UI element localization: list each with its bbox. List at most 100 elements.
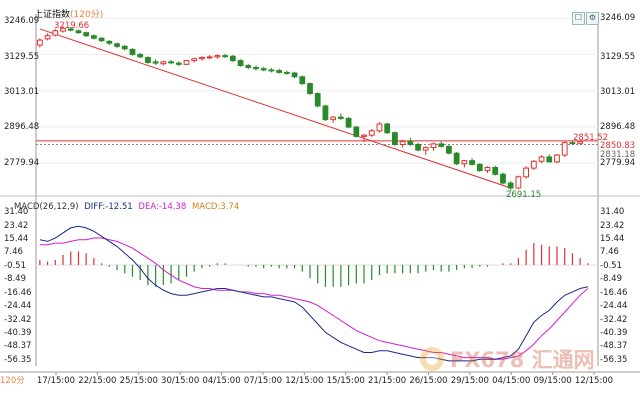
candle-body	[399, 140, 406, 145]
x-tick-label: 04/15:00	[492, 376, 531, 386]
candle-body	[345, 117, 352, 128]
candle-body	[407, 140, 414, 145]
x-tick-label: 09/15:00	[533, 376, 572, 386]
candle-body	[253, 66, 259, 70]
candle-body	[368, 130, 375, 136]
macd-y-tick-left: 7.46	[4, 247, 23, 258]
x-tick-label: 04/15:00	[202, 376, 241, 386]
candle-body	[175, 62, 182, 65]
candle-body	[384, 123, 391, 134]
candle-body	[337, 116, 344, 119]
macd-y-tick-left: -24.44	[4, 301, 32, 312]
resistance-price-label: 2851.52	[573, 133, 609, 143]
y-tick-right: 3013.01	[600, 87, 636, 97]
candle-body	[191, 58, 198, 62]
y-tick-left: 3129.55	[4, 52, 40, 62]
expand-icon[interactable]: ☐	[572, 12, 585, 25]
candle-body	[222, 55, 228, 58]
y-tick-right: 3129.55	[600, 52, 636, 62]
candle-body	[577, 140, 584, 144]
x-tick-label: 21/15:00	[367, 376, 407, 386]
settings-icon[interactable]: ⚙	[586, 12, 599, 25]
y-tick-left: 2896.48	[4, 122, 40, 132]
macd-y-tick-left: -56.35	[4, 354, 32, 365]
candle-body	[137, 53, 144, 58]
macd-legend-macd: MACD:3.74	[191, 202, 240, 212]
macd-y-tick-right: 15.44	[600, 233, 625, 244]
candle-body	[260, 68, 267, 71]
macd-y-tick-left: 31.40	[4, 207, 29, 218]
candle-body	[83, 32, 90, 37]
macd-y-tick-right: -32.42	[600, 314, 628, 325]
candle-body	[237, 60, 244, 67]
candle-body	[206, 56, 213, 59]
candle-body	[322, 105, 329, 121]
macd-legend-diff: DIFF:-12.51	[84, 202, 133, 212]
macd-y-tick-right: -56.35	[600, 354, 628, 365]
macd-y-tick-left: -0.51	[4, 260, 26, 271]
candle-body	[484, 166, 491, 172]
macd-y-tick-right: -40.39	[600, 327, 628, 338]
y-tick-left: 3246.09	[4, 16, 40, 26]
bottom-period-label: 120分	[0, 376, 25, 386]
macd-y-tick-right: -0.51	[600, 260, 622, 271]
y-tick-left: 2779.94	[4, 158, 40, 168]
macd-legend-name: MACD(26,12,9)	[14, 202, 79, 212]
candle-body	[469, 160, 475, 165]
candle-body	[446, 145, 452, 154]
x-tick-label: 26/15:00	[409, 376, 448, 386]
candle-body	[121, 45, 128, 50]
y-tick-right: 2896.48	[600, 122, 636, 132]
macd-y-tick-right: -24.44	[600, 301, 628, 312]
candle-body	[538, 156, 545, 162]
candle-body	[183, 60, 190, 65]
candle-body	[44, 35, 51, 40]
candle-body	[168, 61, 174, 64]
macd-y-tick-right: -48.37	[600, 341, 628, 352]
candle-body	[307, 83, 313, 95]
macd-y-tick-left: -40.39	[4, 327, 32, 338]
candle-body	[376, 123, 383, 132]
candle-body	[453, 152, 460, 165]
candle-body	[569, 142, 576, 145]
candle-body	[507, 182, 514, 189]
macd-y-tick-right: -16.46	[600, 287, 628, 298]
macd-y-tick-left: -16.46	[4, 287, 32, 298]
macd-legend: MACD(26,12,9) DIFF:-12.51 DEA:-14.38 MAC…	[14, 202, 239, 213]
candle-body	[430, 143, 437, 149]
candle-body	[214, 55, 221, 58]
x-tick-label: 15/15:00	[326, 376, 365, 386]
candle-body	[299, 76, 306, 85]
candle-body	[114, 43, 120, 47]
last-price-sub-label: 2831.18	[600, 150, 636, 160]
candle-body	[245, 65, 252, 68]
candle-body	[515, 176, 522, 189]
candle-body	[106, 40, 113, 44]
candle-body	[90, 35, 97, 39]
x-tick-label: 12/15:00	[574, 376, 614, 386]
candle-body	[268, 69, 275, 72]
candle-body	[129, 48, 136, 55]
watermark-text: FX678 汇通网	[450, 348, 595, 372]
candle-body	[314, 93, 321, 107]
y-tick-left: 3013.01	[4, 87, 40, 97]
macd-y-tick-left: 23.42	[4, 220, 29, 231]
candle-body	[554, 154, 560, 163]
index-title: 上证指数	[34, 10, 71, 20]
macd-y-tick-right: 7.46	[600, 247, 619, 258]
last-price-label: 2850.83	[600, 141, 636, 151]
candle-body	[229, 55, 236, 62]
trendline	[39, 28, 511, 189]
candle-body	[199, 57, 205, 60]
candle-body	[438, 143, 445, 147]
candle-body	[67, 28, 74, 31]
candle-body	[283, 71, 290, 74]
y-tick-right: 2779.94	[600, 158, 636, 168]
y-tick-right: 3246.09	[600, 13, 636, 23]
candle-body	[422, 147, 429, 151]
macd-legend-dea: DEA:-14.38	[138, 202, 187, 212]
period-label: (120分)	[70, 10, 104, 20]
macd-y-tick-left: -8.49	[4, 274, 26, 285]
candle-body	[60, 27, 66, 32]
